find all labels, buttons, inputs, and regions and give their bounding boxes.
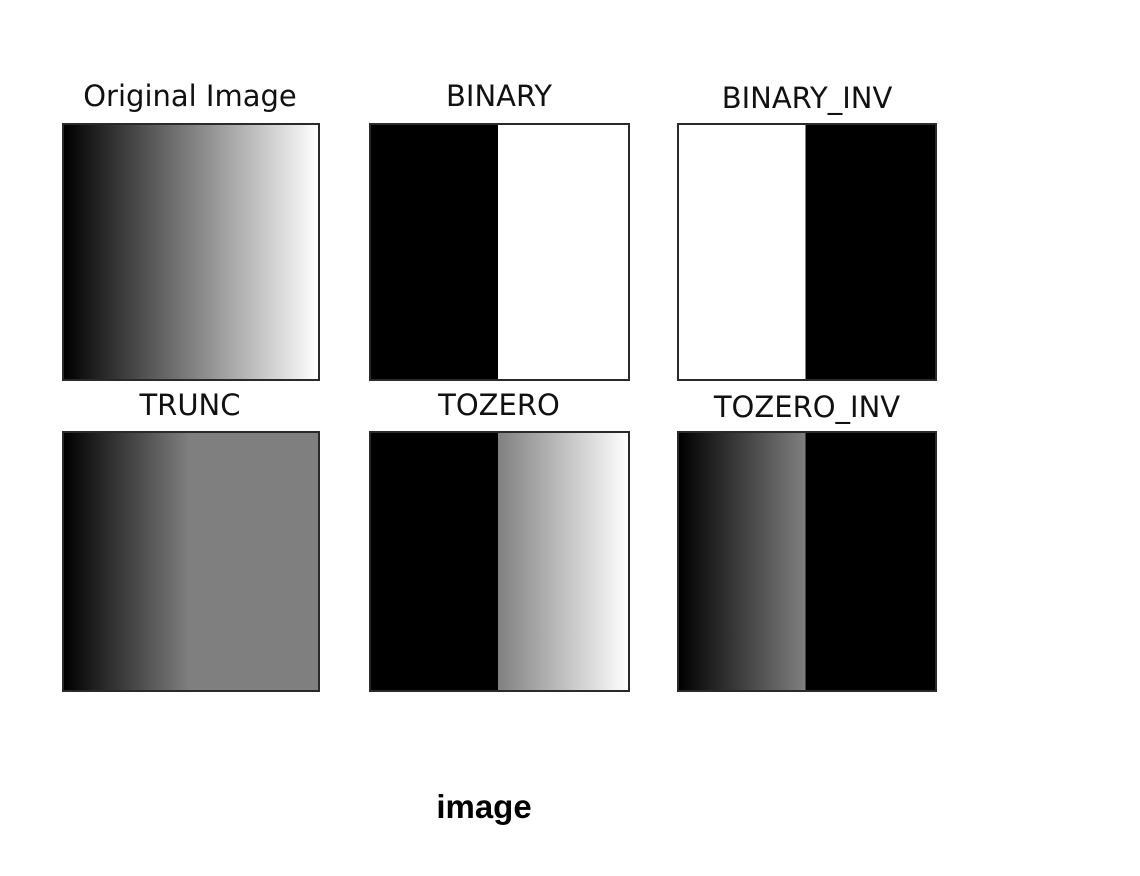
panel-title-tozero: TOZERO — [438, 388, 560, 422]
panel-tozero — [369, 431, 630, 692]
figure-caption: image — [436, 788, 532, 825]
panel-title-tozero-inv: TOZERO_INV — [713, 390, 901, 424]
panel-trunc — [62, 431, 320, 692]
panel-title-original: Original Image — [83, 79, 297, 113]
panel-title-binary-inv: BINARY_INV — [721, 81, 893, 115]
panel-original-image — [62, 123, 320, 381]
panel-tozero-inv — [677, 431, 937, 692]
panel-binary — [369, 123, 630, 381]
panel-binary-inv — [677, 123, 937, 381]
panel-title-binary: BINARY — [446, 79, 552, 113]
panel-title-trunc: TRUNC — [139, 388, 241, 422]
